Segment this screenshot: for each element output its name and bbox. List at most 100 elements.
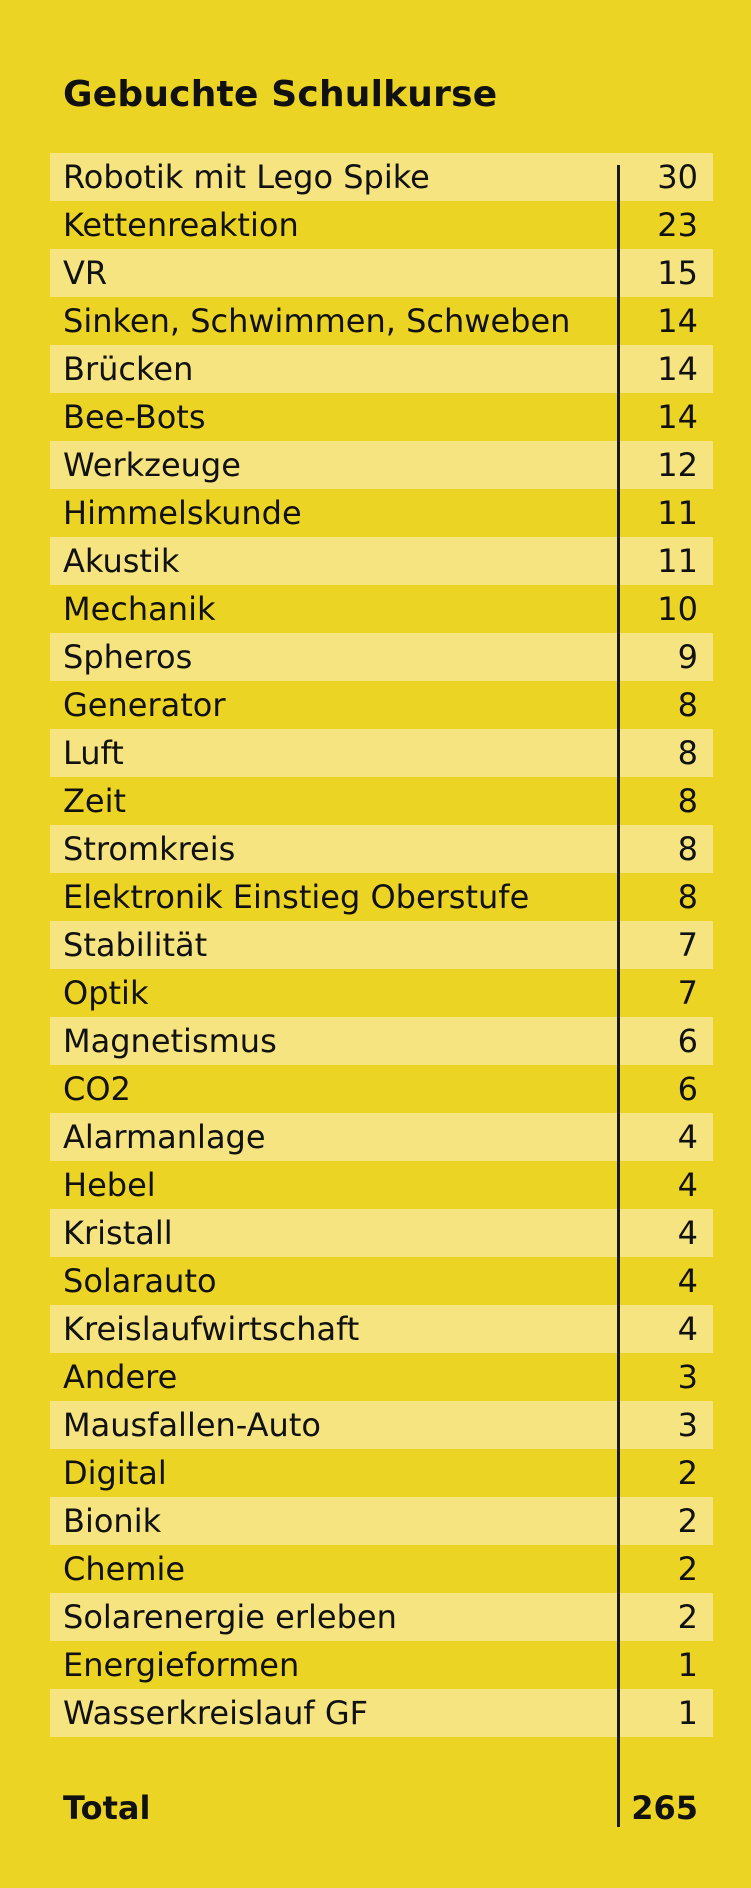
- course-name: Optik: [63, 974, 149, 1012]
- course-table: Robotik mit Lego Spike 30 Kettenreaktion 23…: [50, 153, 713, 1737]
- course-name: Luft: [63, 734, 124, 772]
- course-name: Chemie: [63, 1550, 186, 1588]
- course-name: Mechanik: [63, 590, 216, 628]
- course-name: Kristall: [63, 1214, 173, 1252]
- table-row: Brücken 14: [50, 345, 713, 393]
- table-row: Hebel 4: [50, 1161, 713, 1209]
- course-count: 2: [677, 1502, 698, 1540]
- course-count: 4: [677, 1214, 698, 1252]
- course-count: 4: [677, 1118, 698, 1156]
- course-count: 1: [677, 1694, 698, 1732]
- course-name: Alarmanlage: [63, 1118, 266, 1156]
- course-count: 6: [677, 1070, 698, 1108]
- column-divider: [617, 165, 620, 1827]
- table-row: Digital 2: [50, 1449, 713, 1497]
- table-row: Sinken, Schwimmen, Schweben 14: [50, 297, 713, 345]
- course-count: 11: [657, 494, 698, 532]
- course-count: 2: [677, 1454, 698, 1492]
- course-name: Kettenreaktion: [63, 206, 299, 244]
- course-count: 12: [657, 446, 698, 484]
- course-count: 6: [677, 1022, 698, 1060]
- table-row: Luft 8: [50, 729, 713, 777]
- course-count: 14: [657, 398, 698, 436]
- course-count: 8: [677, 782, 698, 820]
- course-name: Zeit: [63, 782, 127, 820]
- table-row: Stromkreis 8: [50, 825, 713, 873]
- table-row: VR 15: [50, 249, 713, 297]
- table-row: Chemie 2: [50, 1545, 713, 1593]
- table-row: Werkzeuge 12: [50, 441, 713, 489]
- course-count: 9: [677, 638, 698, 676]
- course-count: 1: [677, 1646, 698, 1684]
- table-row: Alarmanlage 4: [50, 1113, 713, 1161]
- table-row: Energieformen 1: [50, 1641, 713, 1689]
- table-row: Bee-Bots 14: [50, 393, 713, 441]
- course-count: 8: [677, 878, 698, 916]
- course-name: Mausfallen-Auto: [63, 1406, 321, 1444]
- course-name: Stabilität: [63, 926, 208, 964]
- course-count: 10: [657, 590, 698, 628]
- course-count: 2: [677, 1550, 698, 1588]
- course-count: 15: [657, 254, 698, 292]
- table-row: Solarauto 4: [50, 1257, 713, 1305]
- course-name: Andere: [63, 1358, 178, 1396]
- table-row: Mausfallen-Auto 3: [50, 1401, 713, 1449]
- table-row: Magnetismus 6: [50, 1017, 713, 1065]
- table-row: Andere 3: [50, 1353, 713, 1401]
- course-name: CO2: [63, 1070, 131, 1108]
- course-name: Stromkreis: [63, 830, 236, 868]
- course-name: Bee-Bots: [63, 398, 206, 436]
- course-count: 4: [677, 1310, 698, 1348]
- course-name: Brücken: [63, 350, 194, 388]
- course-name: Generator: [63, 686, 226, 724]
- course-name: Magnetismus: [63, 1022, 277, 1060]
- table-title: Gebuchte Schulkurse: [63, 74, 498, 115]
- course-count: 7: [677, 974, 698, 1012]
- course-count: 8: [677, 686, 698, 724]
- total-label: Total: [63, 1789, 151, 1827]
- table-row: Elektronik Einstieg Oberstufe 8: [50, 873, 713, 921]
- table-row: Bionik 2: [50, 1497, 713, 1545]
- total-value: 265: [631, 1789, 698, 1827]
- course-name: Akustik: [63, 542, 180, 580]
- course-count: 3: [677, 1406, 698, 1444]
- table-row: Optik 7: [50, 969, 713, 1017]
- table-row: CO2 6: [50, 1065, 713, 1113]
- course-name: VR: [63, 254, 108, 292]
- course-count: 14: [657, 350, 698, 388]
- course-count: 2: [677, 1598, 698, 1636]
- course-count: 8: [677, 830, 698, 868]
- course-count: 30: [657, 158, 698, 196]
- course-name: Spheros: [63, 638, 193, 676]
- course-name: Solarenergie erleben: [63, 1598, 397, 1636]
- course-name: Energieformen: [63, 1646, 300, 1684]
- course-count: 23: [657, 206, 698, 244]
- table-row: Kettenreaktion 23: [50, 201, 713, 249]
- course-name: Bionik: [63, 1502, 162, 1540]
- course-name: Sinken, Schwimmen, Schweben: [63, 302, 571, 340]
- course-count: 7: [677, 926, 698, 964]
- table-row: Kreislaufwirtschaft 4: [50, 1305, 713, 1353]
- course-count: 4: [677, 1262, 698, 1300]
- table-row: Robotik mit Lego Spike 30: [50, 153, 713, 201]
- table-row: Solarenergie erleben 2: [50, 1593, 713, 1641]
- course-name: Elektronik Einstieg Oberstufe: [63, 878, 530, 916]
- table-row: Kristall 4: [50, 1209, 713, 1257]
- course-count: 3: [677, 1358, 698, 1396]
- course-name: Robotik mit Lego Spike: [63, 158, 430, 196]
- table-row: Himmelskunde 11: [50, 489, 713, 537]
- table-row: Spheros 9: [50, 633, 713, 681]
- course-name: Kreislaufwirtschaft: [63, 1310, 360, 1348]
- table-row: Mechanik 10: [50, 585, 713, 633]
- course-name: Himmelskunde: [63, 494, 302, 532]
- course-name: Wasserkreislauf GF: [63, 1694, 369, 1732]
- table-row: Wasserkreislauf GF 1: [50, 1689, 713, 1737]
- course-name: Solarauto: [63, 1262, 217, 1300]
- course-count: 4: [677, 1166, 698, 1204]
- table-row: Zeit 8: [50, 777, 713, 825]
- course-name: Werkzeuge: [63, 446, 241, 484]
- course-count: 8: [677, 734, 698, 772]
- course-count: 14: [657, 302, 698, 340]
- table-row: Generator 8: [50, 681, 713, 729]
